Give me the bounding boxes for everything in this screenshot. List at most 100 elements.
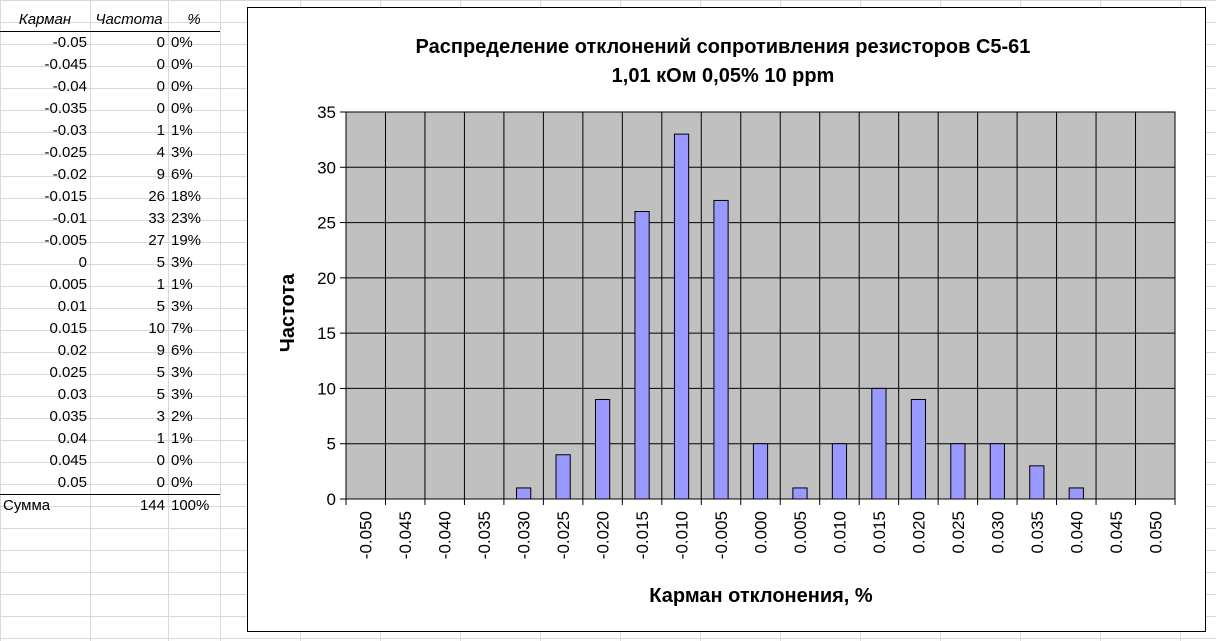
header-percent[interactable]: %	[168, 9, 220, 32]
cell-bin[interactable]: -0.01	[52, 210, 87, 227]
cell-bin[interactable]: 0.045	[49, 452, 87, 469]
cell-frequency[interactable]: 0	[156, 34, 165, 51]
cell-percent[interactable]: 18%	[171, 188, 202, 205]
cell-frequency[interactable]: 1	[156, 122, 165, 139]
cell-bin[interactable]: -0.035	[44, 100, 87, 117]
cell-bin[interactable]: -0.03	[52, 122, 87, 139]
cell-frequency[interactable]: 5	[156, 254, 165, 271]
cell-percent[interactable]: 0%	[171, 474, 193, 491]
cell-bin[interactable]: 0.035	[49, 408, 87, 425]
y-tick-label: 10	[317, 379, 336, 398]
cell-percent[interactable]: 0%	[171, 78, 193, 95]
cell-bin[interactable]: 0	[78, 254, 87, 271]
cell-frequency[interactable]: 5	[156, 386, 165, 403]
table-row: 0 5 3%	[0, 252, 220, 274]
bars	[516, 133, 1084, 500]
cell-bin[interactable]: 0.025	[49, 364, 87, 381]
header-frequency[interactable]: Частота	[90, 9, 168, 32]
bar[interactable]	[516, 487, 532, 500]
bar[interactable]	[871, 387, 887, 500]
cell-bin[interactable]: 0.015	[49, 320, 87, 337]
cell-bin[interactable]: 0.02	[57, 342, 87, 359]
bar[interactable]	[752, 443, 769, 500]
cell-percent[interactable]: 0%	[171, 34, 193, 51]
table-row: 0.045 0 0%	[0, 450, 220, 472]
cell-percent[interactable]: 1%	[171, 276, 193, 293]
table-row: -0.005 27 19%	[0, 230, 220, 252]
bar[interactable]	[950, 443, 966, 500]
cell-frequency[interactable]: 26	[148, 188, 165, 205]
cell-frequency[interactable]: 0	[156, 56, 165, 73]
table-row: -0.04 0 0%	[0, 76, 220, 98]
y-tick-label: 15	[317, 324, 336, 343]
cell-bin[interactable]: -0.005	[44, 232, 87, 249]
cell-frequency[interactable]: 9	[156, 166, 165, 183]
cell-bin[interactable]: 0.03	[57, 386, 87, 403]
cell-percent[interactable]: 3%	[171, 254, 193, 271]
sum-frequency[interactable]: 144	[90, 494, 168, 517]
cell-frequency[interactable]: 0	[156, 78, 165, 95]
cell-bin[interactable]: 0.05	[57, 474, 87, 491]
cell-bin[interactable]: 0.01	[57, 298, 87, 315]
cell-frequency[interactable]: 0	[156, 474, 165, 491]
cell-frequency[interactable]: 0	[156, 100, 165, 117]
cell-percent[interactable]: 6%	[171, 342, 193, 359]
header-bin[interactable]: Карман	[0, 9, 90, 32]
cell-frequency[interactable]: 1	[156, 276, 165, 293]
cell-percent[interactable]: 19%	[171, 232, 202, 249]
bar[interactable]	[989, 443, 1005, 500]
bar[interactable]	[634, 211, 650, 500]
cell-bin[interactable]: -0.025	[44, 144, 87, 161]
cell-frequency[interactable]: 5	[156, 364, 165, 381]
cell-percent[interactable]: 3%	[171, 364, 193, 381]
cell-frequency[interactable]: 3	[156, 408, 165, 425]
table-row: 0.01 5 3%	[0, 296, 220, 318]
cell-frequency[interactable]: 9	[156, 342, 165, 359]
cell-bin[interactable]: 0.04	[57, 430, 87, 447]
cell-bin[interactable]: -0.05	[52, 34, 87, 51]
cell-bin[interactable]: -0.02	[52, 166, 87, 183]
cell-percent[interactable]: 3%	[171, 144, 193, 161]
cell-bin[interactable]: -0.015	[44, 188, 87, 205]
x-tick-label: 0.015	[870, 511, 889, 554]
chart-frame[interactable]: Распределение отклонений сопротивления р…	[247, 7, 1206, 632]
cell-percent[interactable]: 1%	[171, 430, 193, 447]
table-row: -0.03 1 1%	[0, 120, 220, 142]
cell-percent[interactable]: 2%	[171, 408, 193, 425]
cell-frequency[interactable]: 0	[156, 452, 165, 469]
cell-frequency[interactable]: 5	[156, 298, 165, 315]
cell-percent[interactable]: 23%	[171, 210, 202, 227]
sum-percent[interactable]: 100%	[168, 494, 220, 517]
bar[interactable]	[1068, 487, 1084, 500]
cell-frequency[interactable]: 33	[148, 210, 165, 227]
cell-percent[interactable]: 0%	[171, 100, 193, 117]
cell-percent[interactable]: 0%	[171, 452, 193, 469]
bar[interactable]	[792, 487, 808, 500]
x-tick-label: 0.050	[1146, 511, 1165, 554]
y-tick-label: 25	[317, 214, 336, 233]
sum-label[interactable]: Сумма	[0, 494, 90, 517]
cell-percent[interactable]: 6%	[171, 166, 193, 183]
cell-bin[interactable]: 0.005	[49, 276, 87, 293]
cell-bin[interactable]: -0.045	[44, 56, 87, 73]
cell-percent[interactable]: 7%	[171, 320, 193, 337]
cell-frequency[interactable]: 10	[148, 320, 165, 337]
bar[interactable]	[594, 398, 611, 500]
cell-frequency[interactable]: 4	[156, 144, 165, 161]
plot-area[interactable]	[345, 111, 1176, 500]
bar[interactable]	[673, 133, 690, 500]
bar[interactable]	[713, 199, 729, 500]
histogram-chart: Распределение отклонений сопротивления р…	[277, 36, 1176, 607]
cell-frequency[interactable]: 27	[148, 232, 165, 249]
cell-percent[interactable]: 3%	[171, 386, 193, 403]
bar[interactable]	[910, 398, 927, 500]
bar[interactable]	[831, 443, 848, 500]
cell-percent[interactable]: 1%	[171, 122, 193, 139]
cell-frequency[interactable]: 1	[156, 430, 165, 447]
cell-bin[interactable]: -0.04	[52, 78, 87, 95]
bar[interactable]	[555, 454, 571, 500]
cell-percent[interactable]: 3%	[171, 298, 193, 315]
bar[interactable]	[1029, 465, 1045, 500]
cell-percent[interactable]: 0%	[171, 56, 193, 73]
y-tick-label: 35	[317, 103, 336, 122]
